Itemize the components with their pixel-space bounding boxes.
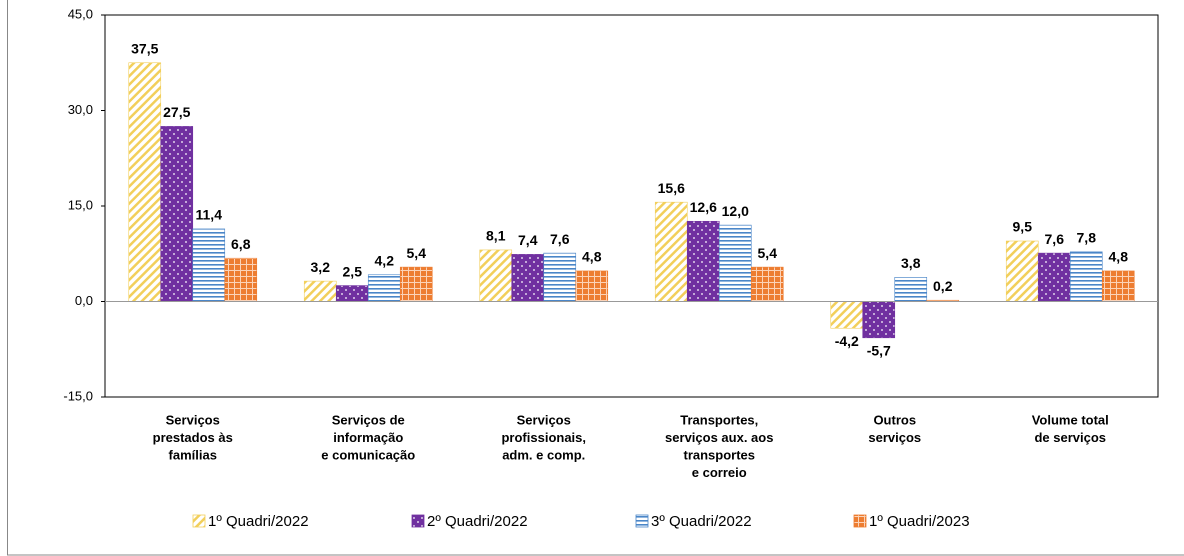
bar: [1005, 240, 1039, 302]
bar: [686, 220, 720, 302]
bar: [654, 201, 688, 302]
bar: [543, 252, 577, 302]
bar: [128, 62, 162, 302]
y-tick-label: 30,0: [68, 102, 93, 117]
data-label: 8,1: [486, 228, 506, 244]
data-label: 4,8: [1109, 249, 1129, 265]
data-label: 9,5: [1013, 219, 1033, 235]
data-label: 12,6: [690, 199, 717, 215]
y-tick-label: -15,0: [63, 388, 93, 403]
plot-area: [104, 14, 1159, 398]
data-label: -4,2: [835, 333, 859, 349]
data-label: 37,5: [131, 40, 158, 56]
x-tick-label: serviços: [868, 430, 921, 445]
legend-label: 3º Quadri/2022: [651, 513, 752, 530]
x-tick-label: Serviços: [166, 412, 220, 427]
x-tick-label: serviços aux. aos: [665, 430, 773, 445]
legend-swatch: [853, 514, 867, 528]
bar: [1037, 252, 1071, 302]
x-tick-label: e comunicação: [321, 447, 415, 462]
bar: [1101, 270, 1135, 302]
data-label: 4,2: [375, 252, 395, 268]
data-label: 4,8: [582, 249, 602, 265]
x-tick-label: Serviços de: [332, 412, 405, 427]
data-label: 3,2: [311, 259, 331, 275]
data-label: 7,6: [1045, 231, 1065, 247]
x-tick-label: Transportes,: [680, 412, 758, 427]
data-label: 27,5: [163, 104, 190, 120]
x-tick-label: profissionais,: [501, 430, 586, 445]
x-tick-label: prestados às: [153, 430, 233, 445]
data-label: 6,8: [231, 236, 251, 252]
x-tick-label: de serviços: [1034, 430, 1106, 445]
y-tick-label: 0,0: [75, 293, 93, 308]
bar: [1069, 251, 1103, 302]
legend-label: 2º Quadri/2022: [427, 513, 528, 530]
data-label: 7,4: [518, 232, 538, 248]
data-label: 3,8: [901, 255, 921, 271]
data-label: 5,4: [407, 245, 427, 261]
x-tick-label: informação: [333, 430, 403, 445]
x-tick-label: Outros: [873, 412, 916, 427]
bar: [511, 254, 545, 302]
data-label: 7,8: [1077, 230, 1097, 246]
bar: [750, 266, 784, 302]
chart-border: [7, 0, 1184, 556]
x-tick-label: Volume total: [1032, 412, 1109, 427]
legend-swatch: [192, 514, 206, 528]
bar: [335, 285, 369, 302]
bar: [192, 228, 226, 302]
data-label: 0,2: [933, 278, 953, 294]
bar: [367, 274, 401, 302]
legend-label: 1º Quadri/2023: [869, 513, 970, 530]
data-label: -5,7: [867, 342, 891, 358]
data-label: 5,4: [758, 245, 778, 261]
data-label: 7,6: [550, 231, 570, 247]
y-tick-label: 15,0: [68, 197, 93, 212]
data-label: 12,0: [722, 203, 749, 219]
y-tick-label: 45,0: [68, 6, 93, 21]
data-label: 11,4: [196, 207, 223, 223]
bar: [830, 301, 864, 329]
x-tick-label: Serviços: [517, 412, 571, 427]
x-tick-label: transportes: [683, 447, 755, 462]
data-label: 2,5: [343, 263, 363, 279]
bar: [862, 301, 896, 339]
x-tick-label: e correio: [692, 465, 747, 480]
legend-swatch: [411, 514, 425, 528]
legend-label: 1º Quadri/2022: [208, 513, 309, 530]
x-tick-label: famílias: [169, 447, 217, 462]
bar: [894, 277, 928, 302]
bar: [399, 266, 433, 302]
x-tick-label: adm. e comp.: [502, 447, 585, 462]
bar: [224, 257, 258, 302]
bar: [303, 280, 337, 302]
bar: [718, 224, 752, 302]
bar: [160, 126, 194, 302]
legend-swatch: [635, 514, 649, 528]
bar: [575, 270, 609, 302]
bar: [479, 249, 513, 302]
data-label: 15,6: [658, 180, 685, 196]
